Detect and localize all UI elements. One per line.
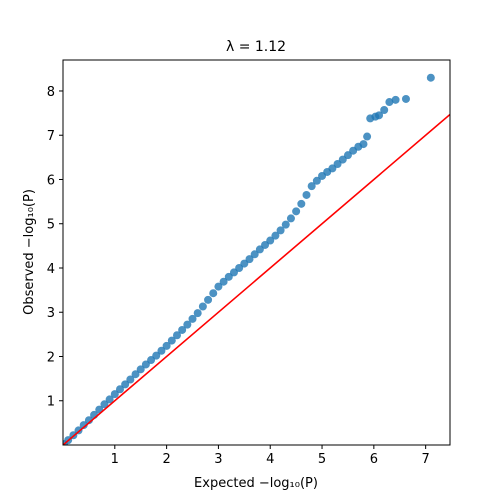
point — [198, 302, 207, 311]
point — [126, 375, 135, 384]
point — [100, 400, 109, 409]
point — [110, 390, 119, 399]
point — [84, 416, 93, 425]
point — [214, 282, 223, 291]
x-tick-label: 1 — [111, 452, 119, 467]
point — [286, 214, 295, 223]
point — [266, 236, 275, 245]
point — [162, 341, 171, 350]
point — [385, 98, 394, 107]
point — [157, 346, 166, 355]
point — [183, 320, 192, 329]
point — [115, 385, 124, 394]
point — [131, 370, 140, 379]
point — [219, 277, 228, 286]
point — [204, 295, 213, 304]
point — [152, 351, 161, 360]
y-tick-label: 4 — [47, 262, 55, 277]
point — [79, 421, 88, 430]
x-tick-label: 2 — [162, 452, 170, 467]
y-tick-label: 7 — [47, 129, 55, 144]
point — [375, 111, 384, 120]
y-tick-label: 3 — [47, 306, 55, 321]
point — [302, 190, 311, 199]
x-tick-label: 7 — [422, 452, 430, 467]
point — [363, 132, 372, 141]
x-tick-label: 4 — [266, 452, 274, 467]
point — [178, 325, 187, 334]
y-tick-label: 5 — [47, 218, 55, 233]
y-tick-label: 8 — [47, 85, 55, 100]
point — [105, 395, 114, 404]
point — [167, 336, 176, 345]
x-tick-label: 3 — [214, 452, 222, 467]
point — [245, 255, 254, 264]
x-axis-label: Expected −log₁₀(P) — [194, 476, 318, 491]
x-tick-label: 6 — [370, 452, 378, 467]
reference-line — [63, 113, 450, 445]
point — [297, 199, 306, 208]
point — [136, 365, 145, 374]
point — [391, 95, 400, 104]
point — [271, 231, 280, 240]
point — [359, 140, 368, 149]
point — [209, 289, 218, 298]
point — [312, 176, 321, 185]
y-axis-label: Observed −log₁₀(P) — [22, 189, 37, 315]
point — [276, 226, 285, 235]
point — [426, 73, 435, 82]
point — [121, 380, 130, 389]
y-tick-label: 2 — [47, 350, 55, 365]
plot-frame — [62, 59, 451, 446]
point — [188, 314, 197, 323]
x-tick-label: 5 — [318, 452, 326, 467]
chart-title: λ = 1.12 — [226, 39, 286, 55]
point — [281, 220, 290, 229]
point — [401, 94, 410, 103]
point — [292, 207, 301, 216]
point — [250, 250, 259, 259]
point — [172, 331, 181, 340]
y-tick-label: 1 — [47, 395, 55, 410]
point — [307, 182, 316, 191]
point — [193, 309, 202, 318]
point — [380, 106, 389, 115]
y-tick-label: 6 — [47, 173, 55, 188]
